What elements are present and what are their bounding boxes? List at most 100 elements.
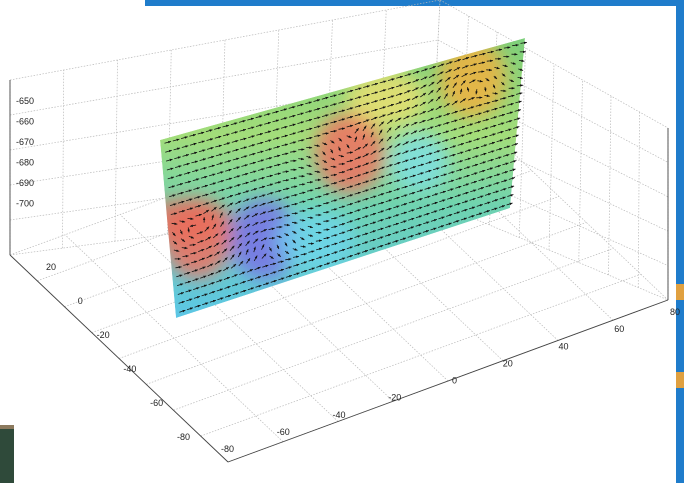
vector-arrow [216, 171, 224, 174]
vector-arrow [252, 230, 259, 235]
vector-arrow [211, 206, 217, 212]
vector-arrow [485, 184, 492, 188]
vector-arrow [481, 135, 488, 139]
vector-arrow [480, 144, 488, 148]
vector-arrow [438, 216, 445, 220]
vector-arrow [314, 162, 320, 166]
vector-arrow [448, 171, 455, 174]
vector-arrow [505, 128, 512, 132]
vector-arrow [394, 133, 401, 140]
vector-arrow [492, 190, 499, 194]
vector-arrow [441, 147, 449, 151]
vector-arrow [371, 100, 378, 103]
vector-arrow [442, 139, 449, 142]
vector-arrow [395, 92, 403, 96]
vector-arrow [362, 189, 369, 193]
wall-gridline [637, 111, 640, 288]
vector-arrow [378, 138, 384, 144]
vector-arrow [330, 190, 338, 194]
vector-arrow [370, 178, 377, 181]
vector-arrow [338, 188, 346, 191]
vector-arrow [298, 157, 305, 161]
vector-arrow [289, 132, 297, 136]
vector-arrow [506, 111, 514, 115]
vector-arrow [469, 71, 477, 75]
vector-arrow [292, 248, 298, 251]
vector-arrow [494, 165, 501, 168]
vector-arrow [354, 136, 358, 143]
vector-arrow [229, 236, 235, 243]
wall-gridline [548, 63, 555, 251]
vector-arrow [432, 176, 440, 179]
vector-arrow [214, 135, 222, 139]
vector-arrow [272, 137, 280, 140]
vector-arrow [307, 234, 314, 237]
axes-grid [9, 0, 669, 463]
vector-arrow [480, 152, 487, 156]
vector-arrow [219, 204, 225, 210]
vector-arrow [184, 280, 192, 284]
vector-arrow [420, 76, 428, 81]
vector-arrow [430, 227, 437, 231]
vector-arrow [431, 201, 438, 205]
vector-arrow [517, 76, 523, 80]
vector-arrow [377, 201, 385, 205]
vector-arrow [230, 263, 237, 269]
vector-arrow [330, 140, 335, 144]
vector-arrow [277, 268, 285, 272]
axis-line [9, 254, 229, 463]
vector-arrow [354, 200, 361, 204]
vector-arrow [475, 212, 483, 216]
vector-arrow [346, 168, 354, 171]
y-tick-label: -40 [123, 364, 136, 374]
vector-arrow [467, 115, 474, 118]
vector-arrow [338, 118, 346, 121]
vector-arrow [222, 257, 228, 263]
vector-arrow [384, 242, 392, 246]
vector-arrow [269, 255, 274, 260]
vector-arrow [387, 103, 395, 107]
vector-arrow [258, 194, 266, 198]
vector-arrow [174, 156, 181, 160]
vector-arrow [483, 210, 490, 213]
vector-arrow [186, 207, 194, 211]
z-tick-label: -670 [16, 137, 34, 147]
vector-arrow [213, 242, 220, 248]
vector-arrow [189, 224, 197, 228]
vector-arrow [181, 246, 188, 250]
vector-arrow [394, 161, 401, 166]
vector-arrow [468, 206, 476, 210]
vector-arrow [290, 176, 297, 180]
vector-arrow [306, 155, 312, 159]
vector-arrow [401, 185, 408, 189]
vector-arrow [229, 245, 235, 251]
vector-arrow [186, 307, 194, 311]
vector-arrow [362, 153, 369, 158]
y-tick-label: 20 [46, 262, 56, 272]
vector-arrow [182, 154, 190, 157]
vector-arrow [486, 59, 494, 63]
vector-arrow [422, 230, 430, 233]
vector-arrow [379, 114, 386, 118]
vector-arrow [291, 221, 298, 224]
vector-arrow [291, 202, 298, 206]
vector-arrow [183, 171, 191, 175]
vector-arrow [387, 78, 395, 81]
vector-arrow [235, 200, 242, 205]
vector-arrow [346, 237, 354, 241]
vector-arrow [424, 195, 431, 199]
vector-arrow [410, 139, 418, 143]
vector-arrow [428, 81, 435, 87]
vector-arrow [410, 148, 417, 152]
vector-arrow [173, 249, 180, 252]
vector-arrow [437, 63, 445, 67]
vector-arrow [392, 231, 399, 235]
x-tick-label: 0 [452, 376, 457, 386]
vector-arrow [370, 116, 378, 121]
vector-arrow [255, 285, 262, 288]
vector-arrow [247, 278, 254, 282]
vector-arrow [262, 273, 269, 277]
vector-arrow [486, 167, 494, 171]
vector-arrow [209, 182, 217, 186]
vector-arrow [370, 195, 377, 199]
